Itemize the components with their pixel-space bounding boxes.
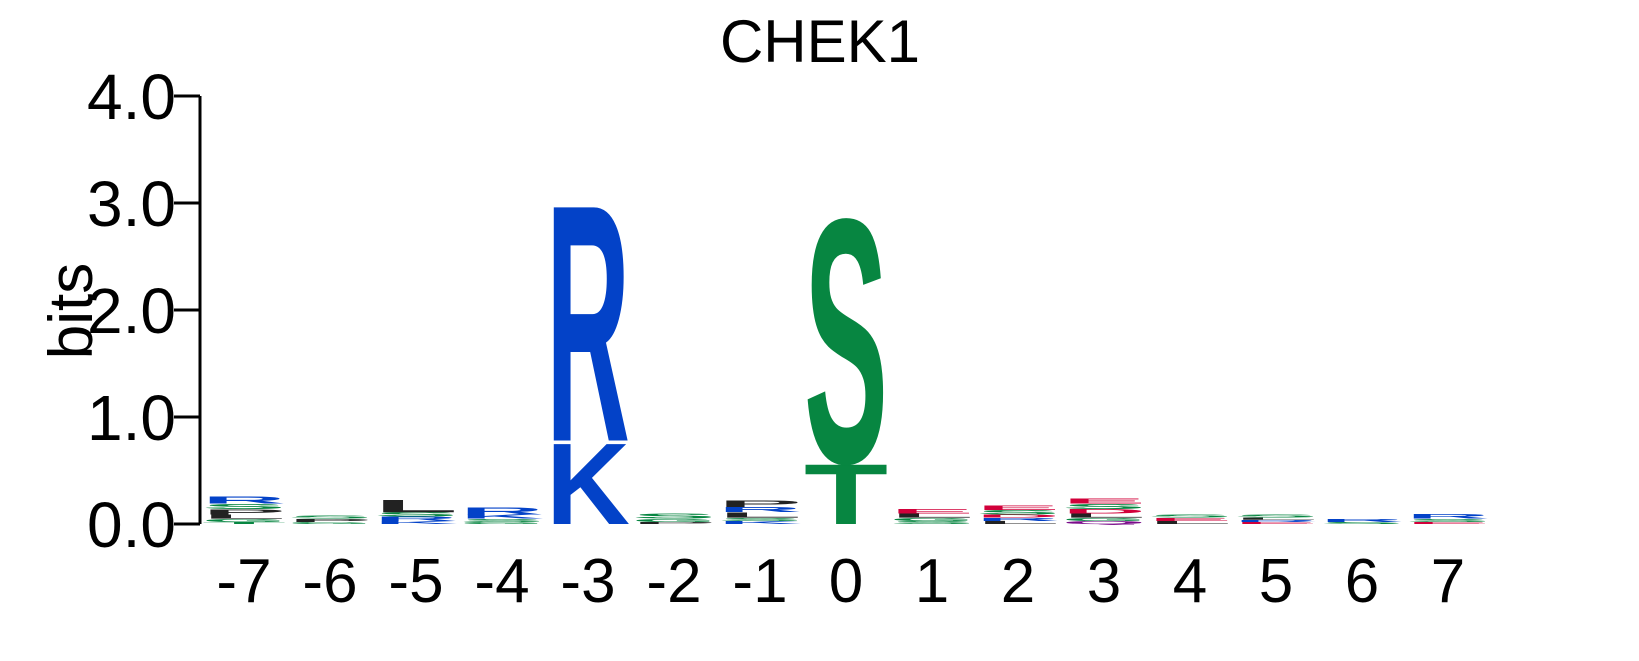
logo-letter: L [1148,520,1232,525]
logo-letter: G [1062,517,1146,522]
x-tick-label: -5 [388,547,443,616]
logo-letter: K [546,419,630,549]
logo-letter: G [202,518,286,523]
logo-letter: T [202,521,286,524]
logo-letter: L [976,520,1060,525]
x-tick-label: -7 [216,547,271,616]
logo-letter: G [890,517,974,522]
logo-letter: T [804,447,888,543]
y-axis-label: bits [37,263,106,359]
logo-letter: L [1062,512,1146,519]
logo-letter: G [460,521,544,524]
logo-letter: L [374,496,458,516]
logo-letter: E [1062,497,1146,505]
y-tick-label: 0.0 [87,489,176,561]
x-tick-label: -6 [302,547,357,616]
logo-letter: G [632,518,716,523]
logo-letter: E [976,505,1060,512]
logo-letter: R [1320,518,1404,523]
logo-letter: S [374,511,458,518]
logo-letter: E [1148,517,1232,522]
x-tick-label: 5 [1259,547,1293,616]
logo-letter: Q [1062,520,1146,525]
logo-letter: L [202,513,286,520]
logo-letter: R [1234,519,1318,522]
logo-letter: S [1062,502,1146,510]
logo-letter: K [374,520,458,525]
logo-letter: E [890,508,974,515]
logo-letter: S [1234,514,1318,519]
x-tick-label: 3 [1087,547,1121,616]
x-tick-label: 4 [1173,547,1207,616]
logo-letter: S [202,502,286,510]
x-tick-label: 1 [915,547,949,616]
logo-letter: R [546,134,630,513]
x-tick-label: -2 [646,547,701,616]
x-tick-label: -1 [732,547,787,616]
y-tick-label: 4.0 [87,61,176,133]
x-tick-label: 6 [1345,547,1379,616]
logo-letter: K [718,520,802,525]
y-tick-label: 1.0 [87,382,176,454]
logo-letter: E [1234,521,1318,524]
logo-letter: R [460,505,544,517]
logo-letter: P [718,499,802,509]
x-tick-label: -3 [560,547,615,616]
logo-letter: S [976,509,1060,516]
logo-letter: P [632,521,716,524]
logo-letter: S [1148,514,1232,519]
logo-letter: S [718,517,802,522]
x-axis: -7 -6 -5 -4 -3 -2 -1 0 1 2 3 4 5 6 7 [216,547,1465,616]
logo-letter: S [804,145,888,536]
logo-letter: D [976,514,1060,519]
chart-title: CHEK1 [720,8,920,75]
x-tick-label: 0 [829,547,863,616]
logo-letter: R [202,494,286,506]
logo-letter: R [1406,513,1490,520]
logo-letter: S [890,520,974,525]
y-tick-label: 3.0 [87,168,176,240]
x-tick-label: -4 [474,547,529,616]
logo-letter: P [202,508,286,516]
logo-letter: K [460,513,544,520]
logo-letter: S [1320,521,1404,524]
logo-letter: D [1062,508,1146,515]
logo-letter: R [976,517,1060,522]
x-tick-label: 2 [1001,547,1035,616]
y-tick-label: 2.0 [87,275,176,347]
logo-letter: S [460,518,544,523]
logo-letter: L [1234,517,1318,520]
logo-letter: S [632,512,716,520]
y-axis: 0.0 1.0 2.0 3.0 4.0 [87,61,202,561]
logo-letter: E [1406,521,1490,524]
logo-letter: L [890,512,974,519]
logo-letter: L [718,511,802,519]
logo-letter: G [288,521,372,524]
logo-letter: S [1406,518,1490,523]
logo-letter: S [288,515,372,520]
logo-letter: P [288,518,372,523]
logo-letter: R [374,515,458,522]
x-tick-label: 7 [1431,547,1465,616]
logo-letter: R [718,506,802,514]
